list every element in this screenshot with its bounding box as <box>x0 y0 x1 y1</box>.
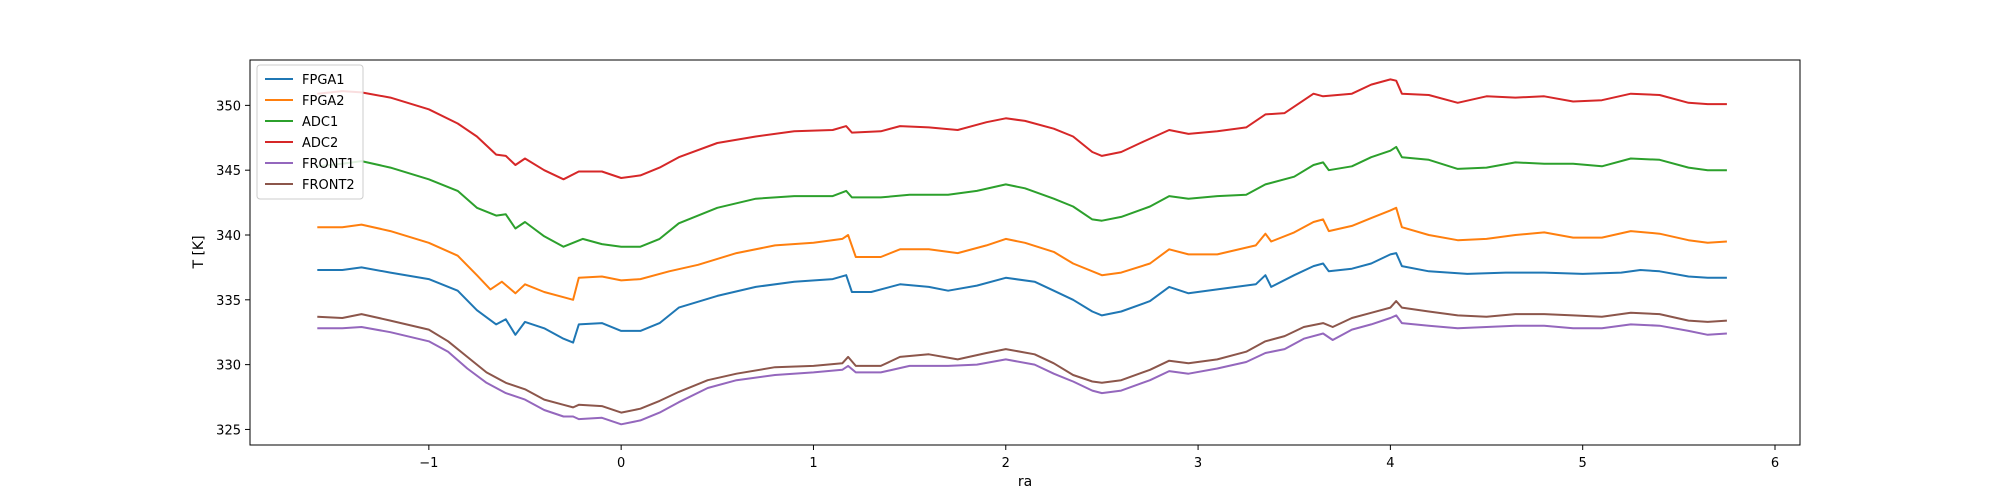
series-line-front1 <box>317 314 1727 426</box>
legend-label-front2: FRONT2 <box>302 178 355 193</box>
legend-box <box>256 64 364 200</box>
y-axis: 325 330 335 340 345 350 <box>216 99 250 438</box>
x-tick-label: 3 <box>1194 456 1202 471</box>
y-tick-label: 340 <box>216 229 241 244</box>
x-tick-label: 5 <box>1579 456 1587 471</box>
series-line-front2 <box>317 300 1727 414</box>
x-axis: −1 0 1 2 3 4 5 6 <box>419 445 1779 471</box>
legend-label-adc1: ADC1 <box>302 115 338 130</box>
series-line-fpga2 <box>317 206 1727 301</box>
x-tick-label: 1 <box>809 456 817 471</box>
series-line-adc2 <box>317 78 1727 181</box>
plot-area <box>250 60 1800 445</box>
y-tick-label: 325 <box>216 423 241 438</box>
x-tick-label: 6 <box>1771 456 1779 471</box>
y-axis-label: T [K] <box>191 235 207 269</box>
legend: FPGA1 FPGA2 ADC1 ADC2 FRONT1 FRONT2 <box>256 64 364 200</box>
x-tick-label: −1 <box>419 456 438 471</box>
y-tick-label: 350 <box>216 99 241 114</box>
series-line-adc1 <box>317 145 1727 248</box>
y-tick-label: 335 <box>216 294 241 309</box>
y-tick-label: 345 <box>216 164 241 179</box>
y-tick-label: 330 <box>216 359 241 374</box>
legend-label-adc2: ADC2 <box>302 136 338 151</box>
x-tick-label: 4 <box>1386 456 1394 471</box>
legend-label-fpga1: FPGA1 <box>302 73 345 88</box>
plot-frame <box>249 59 1801 446</box>
legend-label-front1: FRONT1 <box>302 157 355 172</box>
x-tick-label: 2 <box>1002 456 1010 471</box>
legend-label-fpga2: FPGA2 <box>302 94 345 109</box>
series-line-fpga1 <box>317 252 1727 344</box>
x-tick-label: 0 <box>617 456 625 471</box>
x-axis-label: ra <box>1018 474 1032 490</box>
series-layer <box>317 78 1727 426</box>
